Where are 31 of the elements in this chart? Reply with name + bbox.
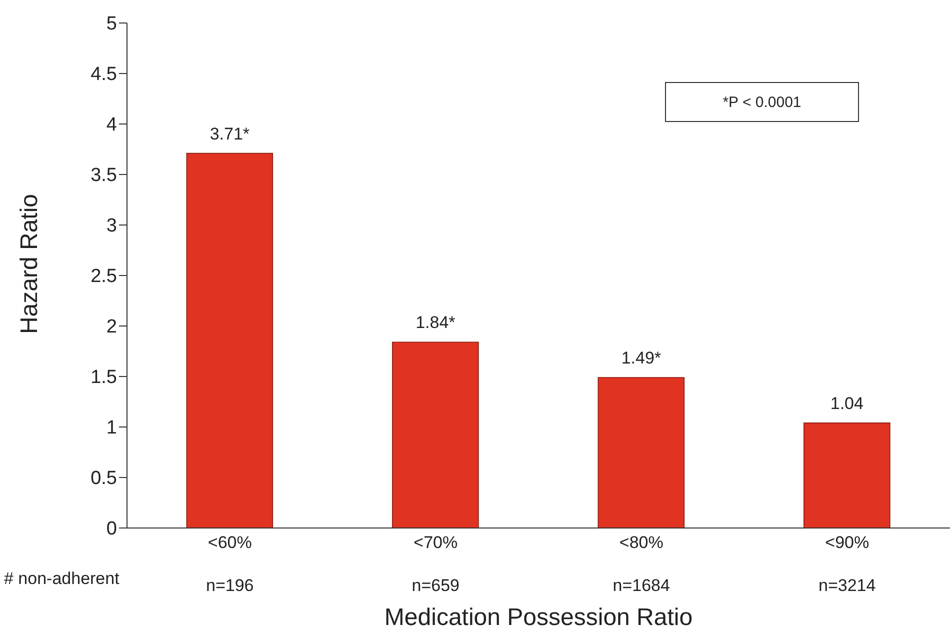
bar (186, 152, 274, 528)
y-tick-label: 0 (106, 518, 117, 540)
y-tick-label: 4.5 (90, 64, 117, 86)
text: n=1684 (612, 576, 670, 595)
text: # non-adherent (4, 569, 120, 589)
x-tick-label: <60% (208, 533, 252, 552)
data-label: 1.84* (416, 313, 456, 332)
y-axis-title: Hazard Ratio (16, 194, 44, 334)
x-tick-label: <90% (825, 533, 870, 552)
text: n=3214 (818, 576, 876, 595)
data-label: 1.04 (830, 394, 864, 413)
x-tick-label: <70% (414, 533, 458, 552)
text: n=196 (206, 576, 254, 595)
y-tick-label: 4 (106, 114, 118, 136)
y-tick-label: 2 (106, 316, 117, 338)
data-label: 3.71* (210, 124, 250, 144)
y-tick-label: 3 (106, 216, 117, 237)
data-label: 1.49* (621, 348, 662, 368)
y-tick-label: 0.5 (90, 468, 117, 490)
y-tick-label: 1 (106, 418, 117, 439)
bar (598, 377, 685, 528)
y-tick-label: 1.5 (90, 367, 117, 388)
note-box: *P < 0.0001 (665, 82, 859, 122)
y-tick-label: 3.5 (90, 165, 117, 186)
y-tick-label: 2.5 (90, 266, 117, 288)
y-tick-label: 5 (106, 14, 117, 35)
bar (804, 422, 890, 528)
bar (392, 342, 479, 528)
x-tick-label: <80% (619, 533, 664, 552)
text: n=659 (412, 576, 460, 595)
x-axis-title: Medication Possession Ratio (383, 604, 694, 632)
